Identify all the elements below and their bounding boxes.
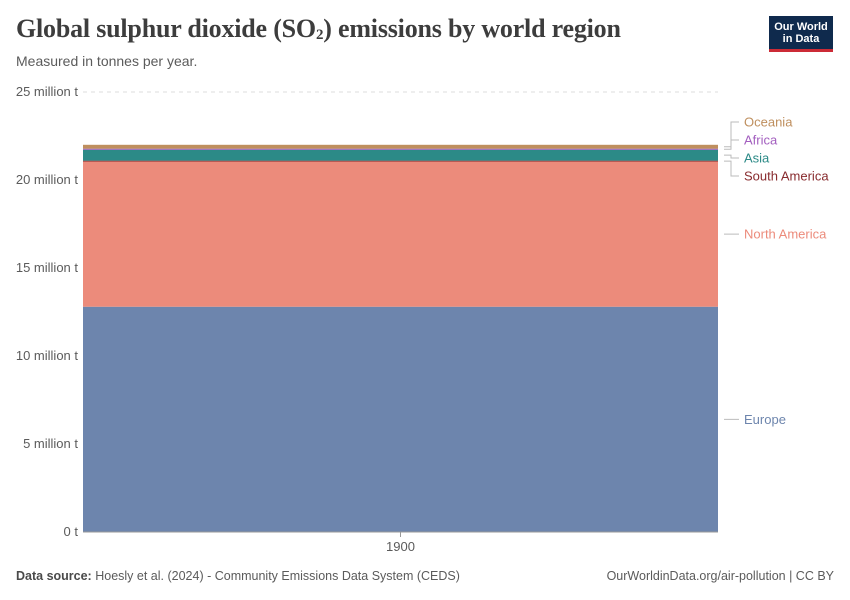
owid-logo[interactable]: Our World in Data xyxy=(769,16,833,52)
area-south-america[interactable] xyxy=(83,160,718,162)
legend-connector xyxy=(724,121,739,148)
legend-label-oceania[interactable]: Oceania xyxy=(744,115,793,130)
legend-label-asia[interactable]: Asia xyxy=(744,151,770,166)
area-north-america[interactable] xyxy=(83,161,718,307)
y-tick-label: 20 million t xyxy=(16,172,79,187)
area-africa[interactable] xyxy=(83,148,718,150)
chart-title-subscript: 2 xyxy=(315,27,324,43)
y-tick-label: 0 t xyxy=(64,524,79,539)
chart-title-main: Global sulphur dioxide (SO xyxy=(16,14,316,43)
footer-source: Data source: Hoesly et al. (2024) - Comm… xyxy=(16,569,460,583)
y-tick-label: 15 million t xyxy=(16,260,79,275)
legend-connector xyxy=(724,160,739,177)
legend-label-south-america[interactable]: South America xyxy=(744,169,829,184)
footer-url[interactable]: OurWorldinData.org/air-pollution | CC BY xyxy=(606,569,834,583)
owid-logo-line1: Our World xyxy=(774,21,828,33)
owid-logo-line2: in Data xyxy=(782,33,820,45)
legend-connector xyxy=(724,139,739,150)
y-tick-label: 25 million t xyxy=(16,84,79,99)
area-europe[interactable] xyxy=(83,306,718,532)
legend-label-north-america[interactable]: North America xyxy=(744,227,827,242)
legend-label-europe[interactable]: Europe xyxy=(744,412,786,427)
x-tick-label: 1900 xyxy=(386,539,415,554)
y-tick-label: 10 million t xyxy=(16,348,79,363)
footer-source-label: Data source: xyxy=(16,569,92,583)
footer-source-text[interactable]: Hoesly et al. (2024) - Community Emissio… xyxy=(95,569,460,583)
chart-subtitle: Measured in tonnes per year. xyxy=(16,53,198,69)
legend-connector xyxy=(724,154,739,159)
chart-title-end: ) emissions by world region xyxy=(323,14,621,43)
y-tick-label: 5 million t xyxy=(23,436,78,451)
area-asia[interactable] xyxy=(83,149,718,161)
area-oceania[interactable] xyxy=(83,144,718,149)
legend-label-africa[interactable]: Africa xyxy=(744,133,778,148)
chart-title: Global sulphur dioxide (SO2) emissions b… xyxy=(16,14,621,44)
